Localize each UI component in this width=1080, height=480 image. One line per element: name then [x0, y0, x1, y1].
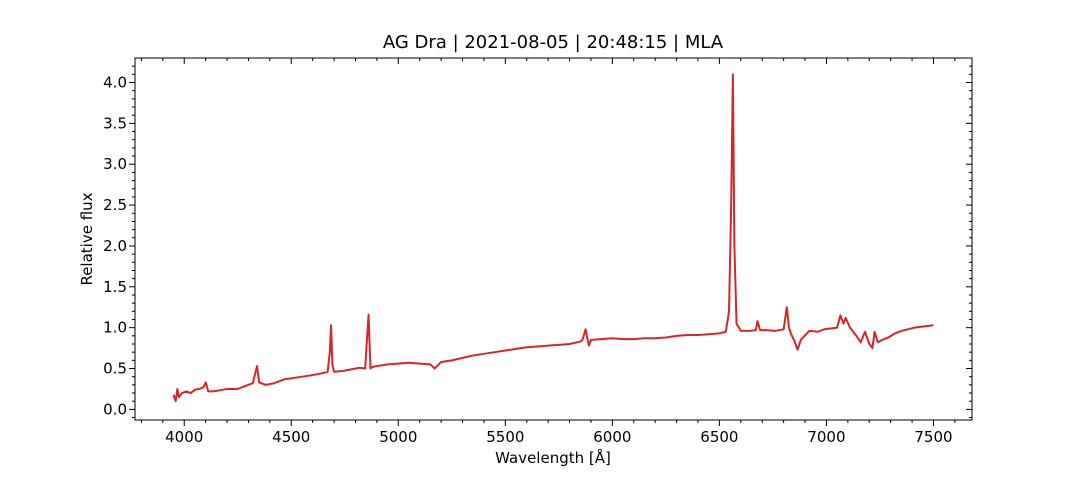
y-tick-label: 0.0 [103, 400, 127, 418]
plot-frame [134, 57, 973, 421]
y-tick-label: 2.0 [103, 237, 127, 255]
y-tick-label: 4.0 [103, 74, 127, 92]
x-tick-label: 6500 [700, 428, 738, 446]
x-tick-label: 6000 [593, 428, 631, 446]
y-tick-label: 0.5 [103, 360, 127, 378]
y-tick-label: 3.0 [103, 155, 127, 173]
y-axis-label: Relative flux [78, 192, 96, 285]
x-tick-label: 5000 [379, 428, 417, 446]
x-tick-label: 4000 [165, 428, 203, 446]
y-tick-label: 1.5 [103, 278, 127, 296]
axis-tick-labels: 4000 4500 5000 5500 6000 6500 7000 7500 0.0 0.5 1.… [103, 74, 952, 446]
x-tick-label: 5500 [486, 428, 524, 446]
series-line [172, 73, 934, 403]
x-tick-label: 7000 [807, 428, 845, 446]
chart-title: AG Dra | 2021-08-05 | 20:48:15 | MLA [383, 32, 724, 53]
y-tick-label: 3.5 [103, 114, 127, 132]
x-axis-label: Wavelength [Å] [495, 448, 611, 467]
x-tick-label: 7500 [914, 428, 952, 446]
y-tick-label: 1.0 [103, 319, 127, 337]
x-tick-label: 4500 [272, 428, 310, 446]
y-tick-label: 2.5 [103, 196, 127, 214]
